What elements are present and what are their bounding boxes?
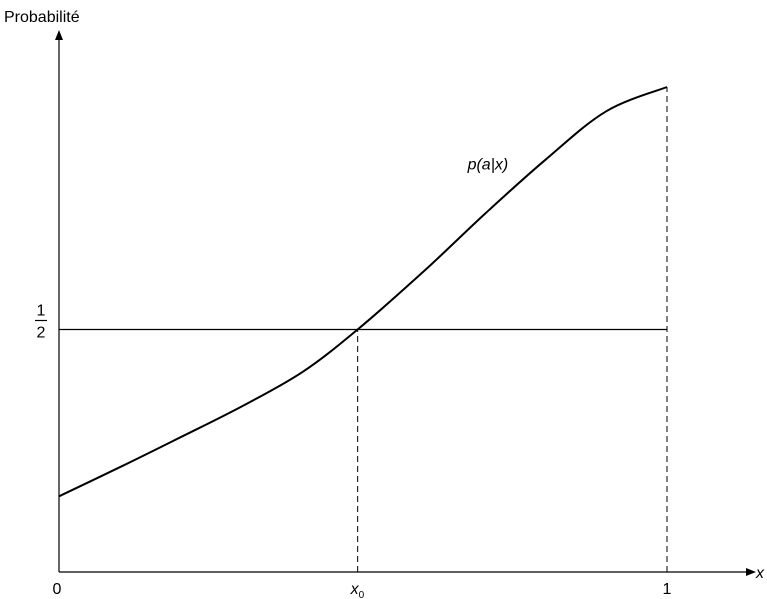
series-line-p-a-given-x: [58, 86, 668, 498]
series-label: p(a|x): [467, 156, 509, 173]
x-axis-arrow: [746, 568, 756, 576]
y-tick-label-numerator: 1: [37, 303, 46, 320]
series-label-text: p(a|x): [467, 156, 509, 173]
x-axis-label: x: [755, 565, 765, 582]
x-tick-label-0: 0: [53, 581, 62, 598]
x-tick-label-x0-subscript: 0: [359, 590, 365, 599]
x-tick-label-1: 1: [663, 581, 672, 598]
y-tick-label-denominator: 2: [37, 325, 46, 342]
y-axis-label: Probabilité: [4, 9, 80, 26]
x-tick-label-x0: x: [350, 581, 360, 598]
y-axis-arrow: [55, 30, 63, 40]
